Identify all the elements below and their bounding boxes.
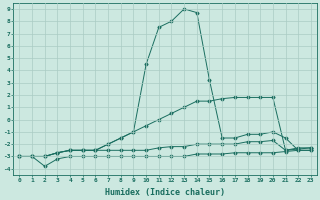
X-axis label: Humidex (Indice chaleur): Humidex (Indice chaleur) xyxy=(105,188,225,197)
